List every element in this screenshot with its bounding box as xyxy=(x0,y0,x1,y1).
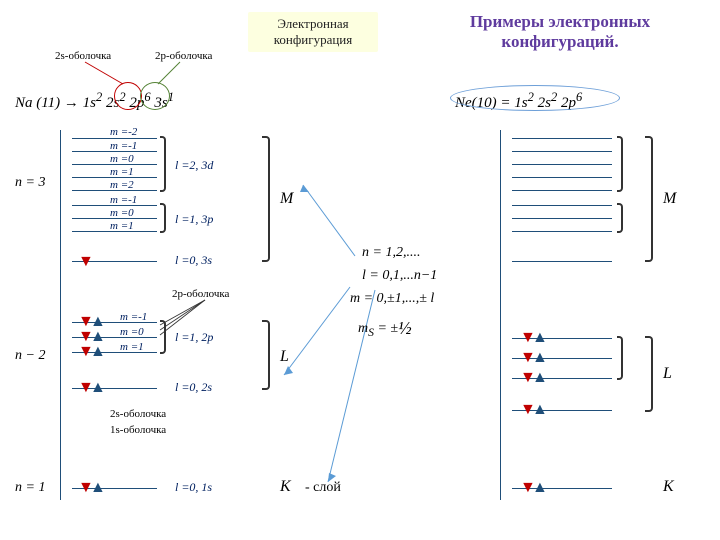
ne-3d-5 xyxy=(512,190,612,191)
ne-sp-2su: ▲ xyxy=(532,401,548,419)
header-examples-title: Примеры электронных конфигураций. xyxy=(420,12,700,52)
lvl-3d-1 xyxy=(72,138,157,139)
spin-3s-dn: ▼ xyxy=(78,253,94,271)
ne-3s xyxy=(512,261,612,262)
m-3d-3: m =0 xyxy=(110,153,134,165)
ne-sp-2p2u: ▲ xyxy=(532,349,548,367)
n2-label: n − 2 xyxy=(15,348,45,364)
shell-2p-top: 2p-оболочка xyxy=(155,50,212,62)
header-config-title: Электронная конфигурация xyxy=(248,12,378,52)
qn-m: m = 0,±1,...,± l xyxy=(350,291,434,307)
annotation-svg xyxy=(0,0,720,540)
spin-2p3-up: ▲ xyxy=(90,343,106,361)
K-label: K xyxy=(280,478,291,496)
n3-label: n = 3 xyxy=(15,175,45,191)
ne-3d-4 xyxy=(512,177,612,178)
m-2p-3: m =1 xyxy=(120,341,144,353)
n1-label: n = 1 xyxy=(15,480,45,496)
bracket-3d xyxy=(160,136,166,192)
m-3d-5: m =2 xyxy=(110,179,134,191)
spin-2s-up: ▲ xyxy=(90,379,106,397)
ne-3p-1 xyxy=(512,205,612,206)
ne-oval xyxy=(450,85,620,111)
ne-L: L xyxy=(663,365,672,383)
ne-bracket-L xyxy=(645,336,653,412)
shell-2s-top: 2s-оболочка xyxy=(55,50,111,62)
bracket-2p xyxy=(160,320,166,354)
ne-bracket-M xyxy=(645,136,653,262)
ne-M: M xyxy=(663,190,676,208)
shell-2s-mid: 2s-оболочка xyxy=(110,408,166,420)
ne-3d-3 xyxy=(512,164,612,165)
ne-sp-2p1u: ▲ xyxy=(532,329,548,347)
m-3d-2: m =-1 xyxy=(110,140,137,152)
ne-bracket-3p xyxy=(617,203,623,233)
qn-ms: mS = ±½ xyxy=(358,316,412,339)
na-axis xyxy=(60,130,61,500)
l-2p: l =1, 2p xyxy=(175,330,213,345)
l-2s: l =0, 2s xyxy=(175,380,212,395)
m-3p-3: m =1 xyxy=(110,220,134,232)
shell-2p-mid: 2p-оболочка xyxy=(172,288,229,300)
qn-l: l = 0,1,...n−1 xyxy=(362,268,437,284)
ne-bracket-2p xyxy=(617,336,623,380)
ne-axis xyxy=(500,130,501,500)
shell-1s-mid: 1s-оболочка xyxy=(110,424,166,436)
ne-bracket-3d xyxy=(617,136,623,192)
m-3d-4: m =1 xyxy=(110,166,134,178)
ne-sp-1su: ▲ xyxy=(532,479,548,497)
l-1s: l =0, 1s xyxy=(175,480,212,495)
ne-3d-2 xyxy=(512,151,612,152)
M-label: M xyxy=(280,190,293,208)
bracket-L xyxy=(262,320,270,390)
ne-K: K xyxy=(663,478,674,496)
circle-2p xyxy=(140,82,170,110)
bracket-M xyxy=(262,136,270,262)
ne-3p-3 xyxy=(512,231,612,232)
m-3p-1: m =-1 xyxy=(110,194,137,206)
ne-3p-2 xyxy=(512,218,612,219)
ne-sp-2p3u: ▲ xyxy=(532,369,548,387)
m-2p-1: m =-1 xyxy=(120,311,147,323)
circle-2s xyxy=(114,82,142,110)
l-3s: l =0, 3s xyxy=(175,253,212,268)
spin-1s-up: ▲ xyxy=(90,479,106,497)
m-3p-2: m =0 xyxy=(110,207,134,219)
qn-n: n = 1,2,.... xyxy=(362,245,420,261)
l-3d: l =2, 3d xyxy=(175,158,213,173)
l-3p: l =1, 3p xyxy=(175,212,213,227)
m-3d-1: m =-2 xyxy=(110,126,137,138)
sloi-text: - слой xyxy=(305,480,341,496)
L-label: L xyxy=(280,348,289,366)
ne-3d-1 xyxy=(512,138,612,139)
bracket-3p xyxy=(160,203,166,233)
m-2p-2: m =0 xyxy=(120,326,144,338)
